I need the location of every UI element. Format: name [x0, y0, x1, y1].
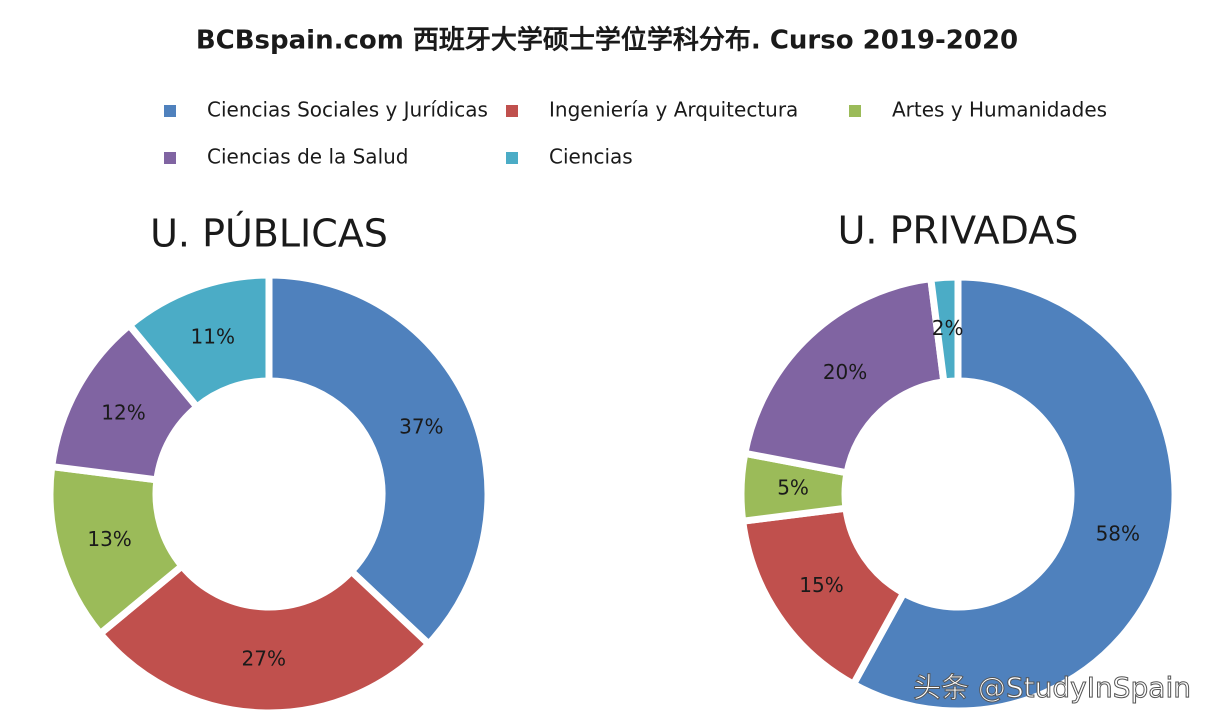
legend-marker — [164, 152, 176, 164]
donut-slice — [265, 271, 492, 649]
chart-title: U. PRIVADAS — [838, 209, 1079, 253]
legend-label: Artes y Humanidades — [892, 98, 1107, 122]
legend-label: Ciencias — [549, 145, 633, 169]
data-label: 12% — [101, 401, 145, 425]
legend-marker — [506, 105, 518, 117]
data-label: 27% — [242, 646, 286, 670]
watermark: 头条 @StudyInSpain — [913, 671, 1191, 704]
legend-marker — [164, 105, 176, 117]
donut-slice — [740, 274, 948, 477]
donut-slice — [926, 273, 962, 386]
data-label: 13% — [87, 527, 131, 551]
legend-label: Ciencias de la Salud — [207, 145, 409, 169]
data-label: 37% — [399, 415, 443, 439]
legend-label: Ciencias Sociales y Jurídicas — [207, 98, 488, 122]
donut-slice — [95, 561, 434, 717]
donut-slice — [848, 273, 1179, 715]
main-title: BCBspain.com 西班牙大学硕士学位学科分布. Curso 2019-2… — [196, 25, 1018, 56]
legend-label: Ingeniería y Arquitectura — [549, 98, 798, 122]
donut-slice — [124, 271, 273, 412]
chart-title: U. PÚBLICAS — [150, 212, 388, 256]
data-label: 11% — [191, 324, 235, 348]
data-label: 58% — [1096, 522, 1140, 546]
data-label: 15% — [799, 573, 843, 597]
data-label: 20% — [823, 360, 867, 384]
data-label: 2% — [932, 316, 964, 340]
data-label: 5% — [777, 475, 809, 499]
legend-marker — [849, 105, 861, 117]
legend-marker — [506, 152, 518, 164]
